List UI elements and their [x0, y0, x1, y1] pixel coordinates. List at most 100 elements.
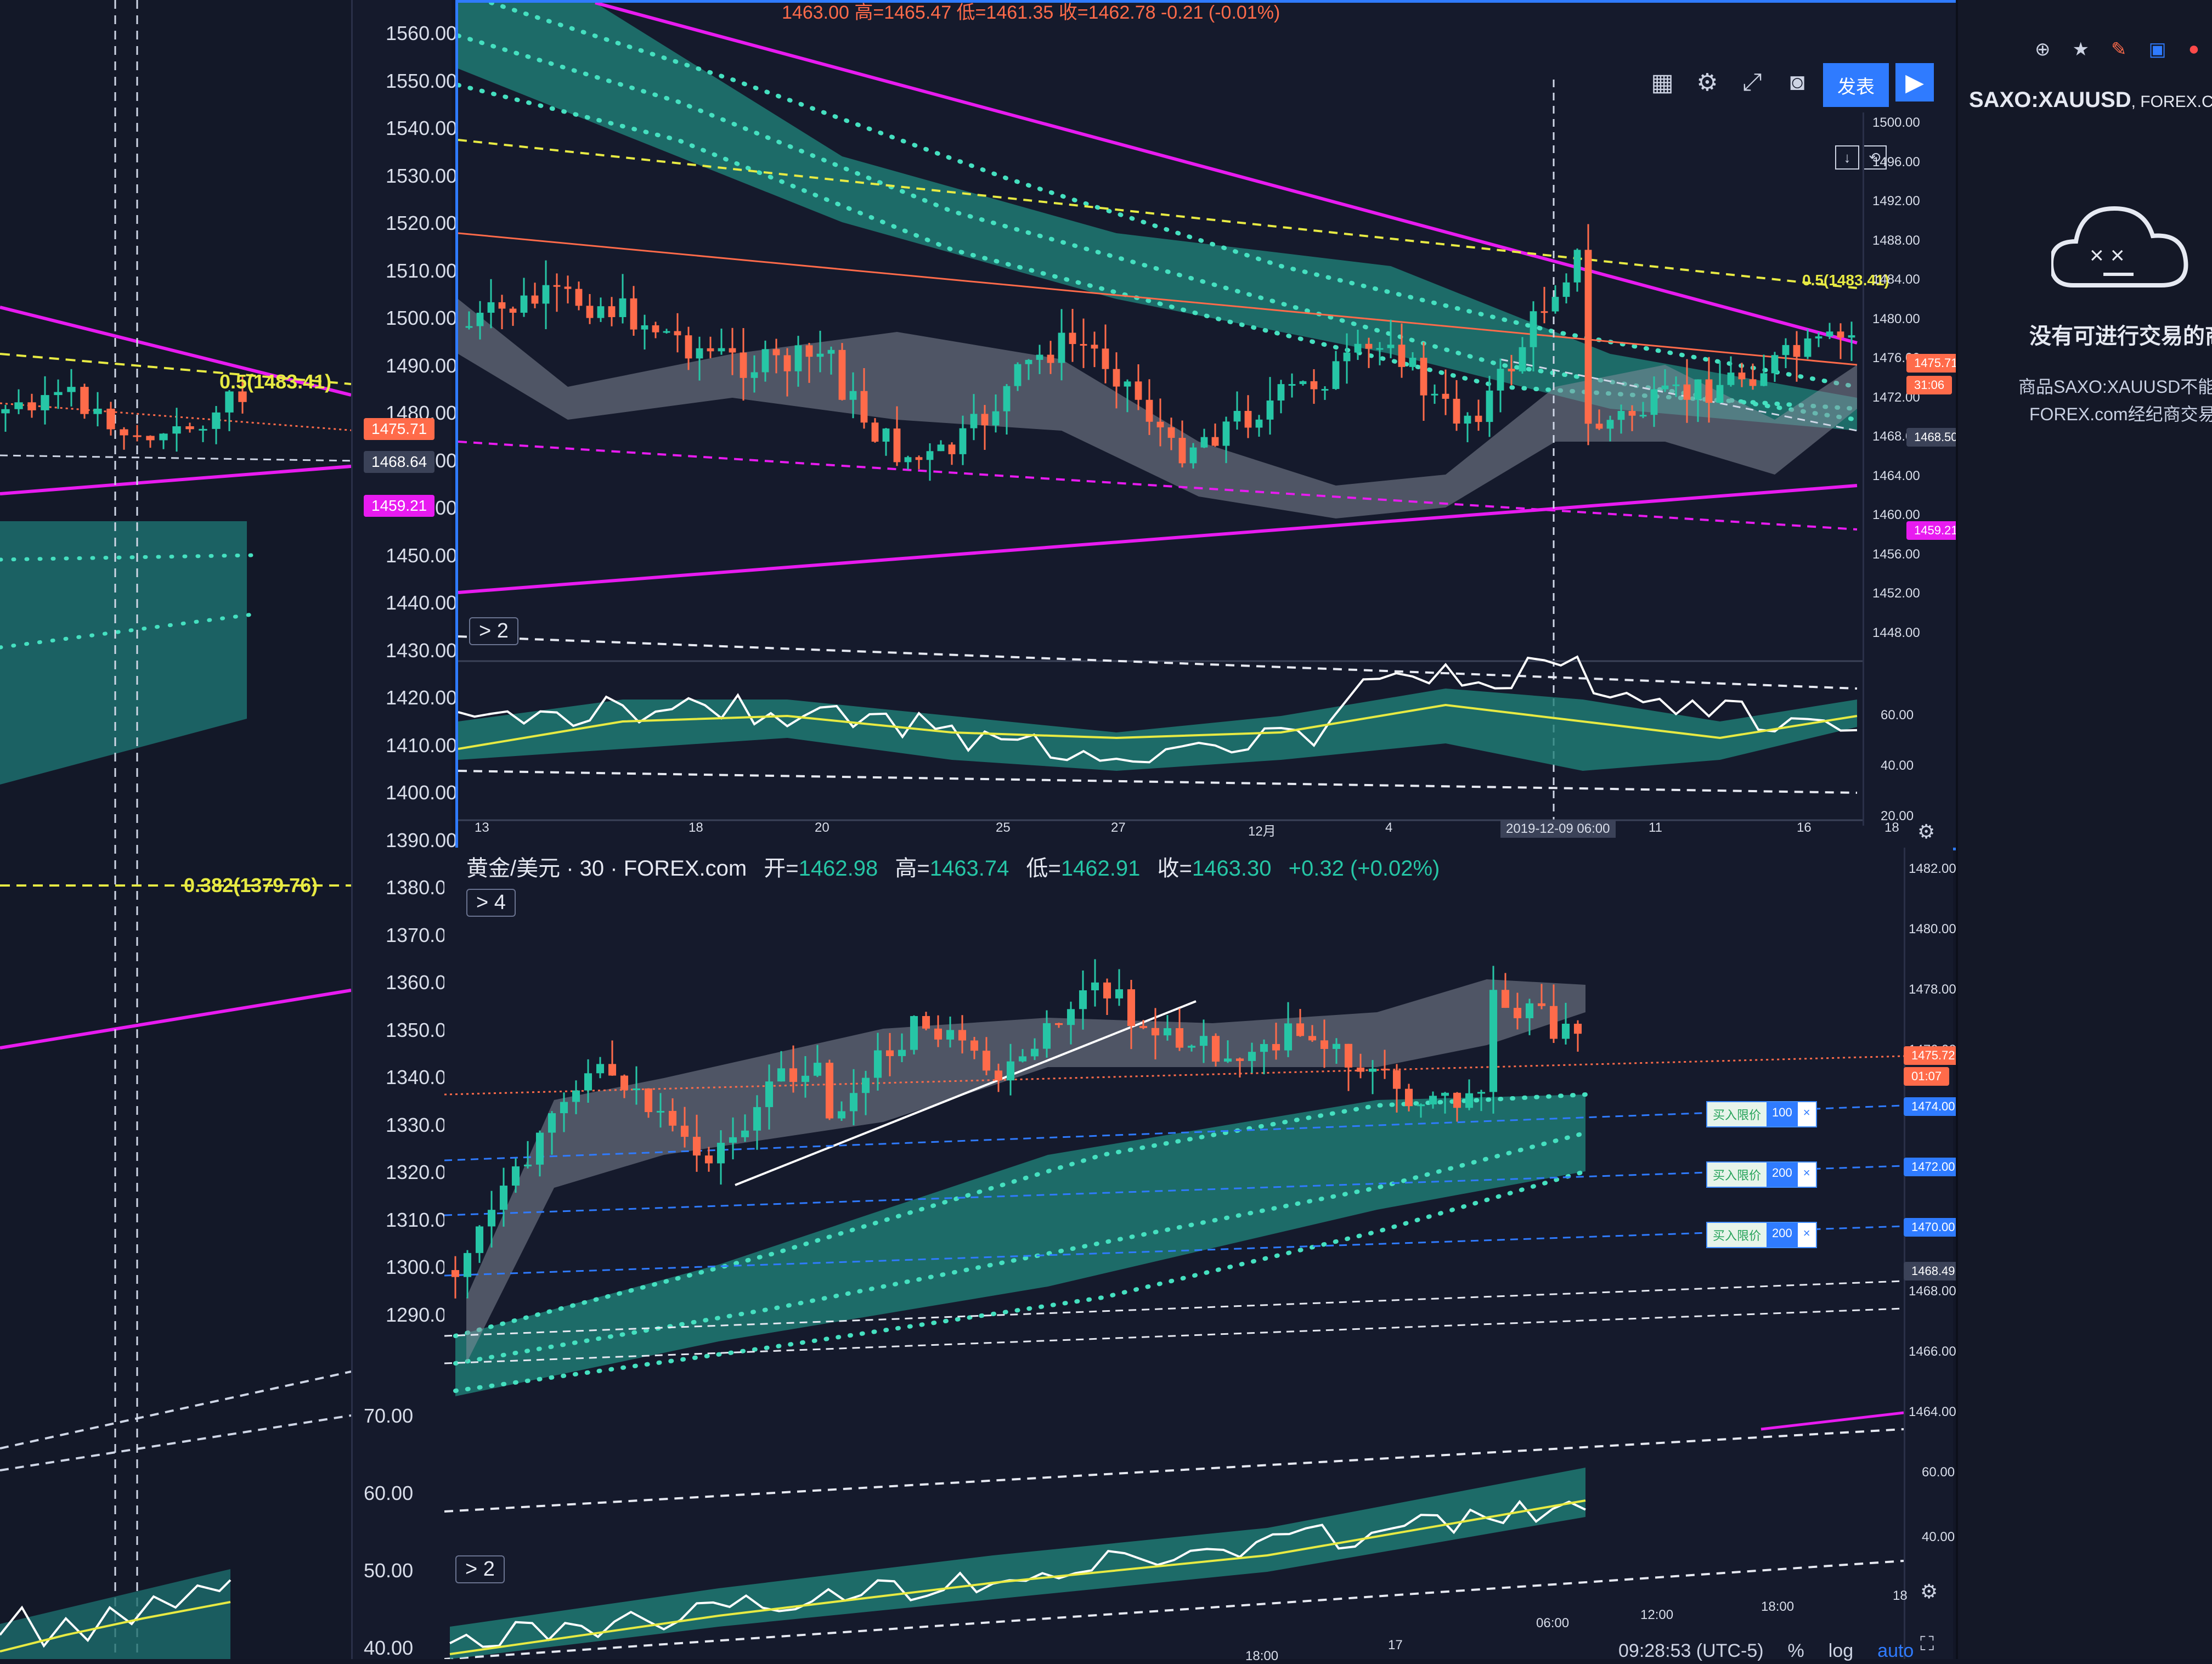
left-price-tick: 1550.00 — [386, 69, 458, 92]
close-icon[interactable]: × — [1797, 1163, 1816, 1187]
left-chart-canvas — [0, 0, 357, 1659]
candle-body — [707, 348, 714, 352]
percent-scale-toggle[interactable]: % — [1787, 1640, 1804, 1661]
buy-limit-order[interactable]: 买入限价 200 × — [1706, 1222, 1817, 1248]
candle-body — [1793, 345, 1801, 357]
bottom-time-tick: 18:00 — [1245, 1649, 1279, 1663]
gear-icon[interactable]: ⚙ — [1696, 69, 1718, 96]
bottom-right-axis[interactable]: 1482.001480.001478.001476.001474.001472.… — [1904, 848, 1956, 1659]
left-chart-pane[interactable]: 0.5(1483.41) 0.382(1379.76) — [0, 0, 362, 1659]
top-axis-gear-icon[interactable]: ⚙ — [1917, 820, 1936, 843]
auto-scale-toggle[interactable]: auto — [1877, 1640, 1914, 1661]
candle-body — [41, 395, 49, 410]
sad-cloud-icon: × × — [2051, 206, 2188, 287]
scroll-down-icon[interactable]: ↓ — [1835, 145, 1859, 170]
candle-body — [1260, 1043, 1268, 1052]
candle-body — [1235, 1058, 1244, 1061]
candle-body — [1127, 989, 1136, 1026]
order-qty[interactable]: 200 — [1767, 1223, 1798, 1247]
fullscreen-icon[interactable]: ⤢ — [1742, 69, 1762, 95]
candle-body — [106, 408, 115, 430]
camera-icon[interactable]: ◙ — [1790, 69, 1805, 95]
left-fib05-label: 0.5(1483.41) — [219, 370, 332, 393]
left-price-tick: 1540.00 — [386, 117, 458, 139]
clock-readout: 09:28:53 (UTC-5) — [1618, 1640, 1764, 1661]
play-icon[interactable]: ▶ — [1895, 63, 1934, 101]
star-icon[interactable]: ★ — [2072, 39, 2089, 60]
candle-body — [1497, 369, 1504, 391]
bottom-fullscreen-icon[interactable]: ⛶ — [1920, 1632, 1934, 1655]
open-value: 1462.98 — [798, 856, 878, 881]
candle-body — [1442, 393, 1449, 399]
side-symbol[interactable]: SAXO:XAUUSD, FOREX.COM — [1969, 88, 2212, 112]
order-type-label[interactable]: 买入限价 — [1707, 1223, 1767, 1247]
candle-body — [1525, 1003, 1534, 1018]
candle-body — [509, 308, 517, 313]
candle-body — [1705, 379, 1713, 403]
candle-body — [1167, 427, 1175, 438]
candle-body — [1200, 437, 1208, 448]
candle-body — [849, 1093, 858, 1112]
candle-body — [1266, 401, 1274, 420]
candle-body — [805, 345, 813, 357]
bottom-badge-countdown: 01:07 — [1904, 1067, 1950, 1086]
bottom-indicator-toggle[interactable]: > 4 — [466, 889, 516, 917]
order-type-label[interactable]: 买入限价 — [1707, 1163, 1767, 1187]
order-qty[interactable]: 200 — [1767, 1163, 1798, 1187]
candle-body — [1343, 352, 1351, 362]
candle-body — [1135, 381, 1142, 400]
candle-body — [652, 325, 659, 332]
candle-body — [1233, 410, 1241, 422]
bottom-axis-gear-icon[interactable]: ⚙ — [1920, 1580, 1938, 1603]
candle-body — [1606, 420, 1614, 429]
top-price-tick: 1492.00 — [1872, 194, 1920, 208]
candle-body — [898, 1050, 906, 1056]
candle-body — [1, 409, 10, 414]
bottom-chart-pane[interactable]: 黄金/美元 · 30 · FOREX.com 开=1462.98 高=1463.… — [444, 848, 1963, 1663]
log-scale-toggle[interactable]: log — [1828, 1640, 1854, 1661]
top-right-axis[interactable]: 1500.00 1496.00 1492.00 1488.00 1484.00 1480.… — [1863, 112, 1952, 826]
order-qty[interactable]: 100 — [1767, 1102, 1798, 1126]
add-icon[interactable]: ⊕ — [2035, 39, 2051, 60]
bottom-badge-red: 1475.72 — [1904, 1046, 1963, 1065]
candle-body — [937, 444, 945, 452]
left-osc-tick: 60.00 — [364, 1482, 414, 1504]
close-icon[interactable]: × — [1797, 1102, 1816, 1126]
candle-body — [619, 298, 627, 317]
publish-button[interactable]: 发表 — [1823, 63, 1889, 107]
candle-body — [1368, 1068, 1377, 1072]
candle-body — [1639, 415, 1647, 417]
candle-body — [1694, 379, 1702, 400]
candle-body — [608, 306, 616, 317]
extension-icon[interactable]: ▣ — [2148, 39, 2166, 60]
buy-limit-order[interactable]: 买入限价 100 × — [1706, 1101, 1817, 1127]
candle-body — [1727, 373, 1735, 385]
candle-body — [1617, 411, 1625, 420]
candle-body — [1003, 386, 1011, 411]
record-icon[interactable]: ● — [2188, 38, 2200, 59]
trading-side-panel: ⊕ ★ ✎ ▣ ● SAXO:XAUUSD, FOREX.COM × × 没有可… — [1956, 0, 2212, 1659]
bottom-osc-toggle[interactable]: > 2 — [455, 1555, 505, 1583]
candle-body — [1178, 438, 1186, 464]
candle-body — [1199, 1036, 1208, 1046]
candle-body — [1573, 1023, 1582, 1034]
order-type-label[interactable]: 买入限价 — [1707, 1102, 1767, 1126]
top-indicator-toggle[interactable]: > 2 — [469, 617, 518, 645]
candle-body — [772, 349, 780, 356]
top-time-tick: 4 — [1385, 820, 1393, 835]
layout-icon[interactable]: ▦ — [1651, 69, 1674, 96]
close-icon[interactable]: × — [1797, 1223, 1816, 1247]
candle-body — [1175, 1028, 1184, 1048]
top-osc-band — [458, 689, 1857, 771]
candle-body — [656, 1110, 665, 1113]
left-price-axis[interactable]: 1560.00 1550.00 1540.00 1530.00 1520.00 1510.… — [351, 0, 457, 1659]
candle-body — [885, 1050, 894, 1056]
candle-body — [463, 1253, 472, 1277]
candle-body — [199, 428, 207, 431]
candle-body — [1321, 389, 1329, 391]
top-chart-pane[interactable]: 1463.00 高=1465.47 低=1461.35 收=1462.78 -0… — [455, 0, 1966, 850]
brush-icon[interactable]: ✎ — [2111, 39, 2127, 60]
bottom-symbol[interactable]: 黄金/美元 · 30 · FOREX.com — [466, 856, 747, 881]
candle-body — [1332, 361, 1340, 390]
buy-limit-order[interactable]: 买入限价 200 × — [1706, 1161, 1817, 1188]
